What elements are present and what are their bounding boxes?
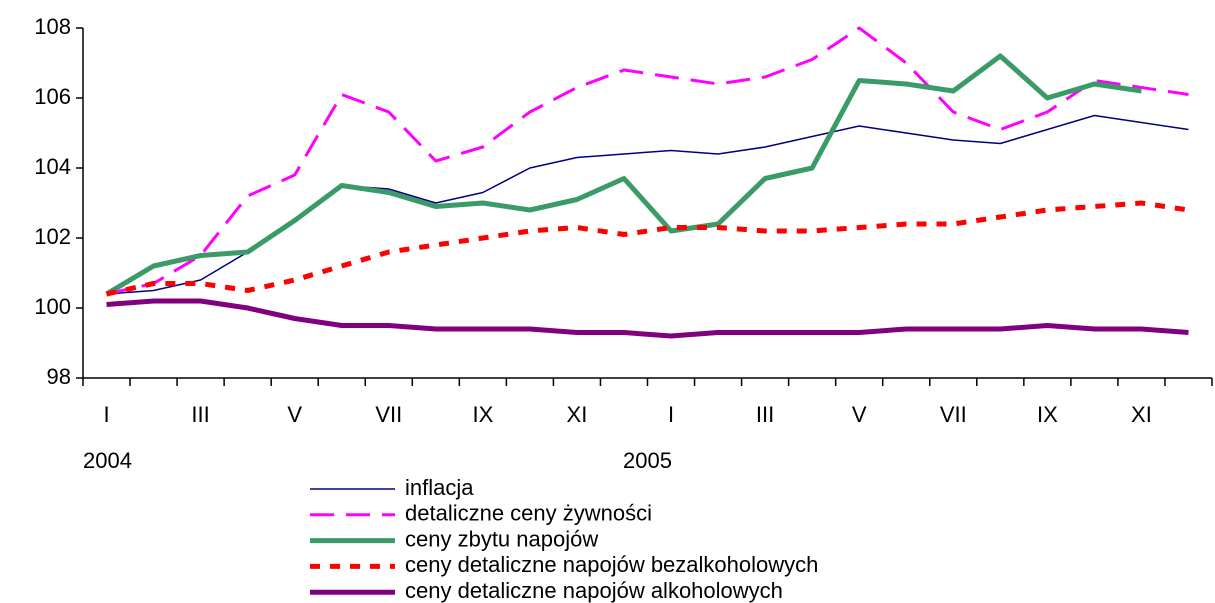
y-tick-label: 106 [34, 84, 71, 109]
series-line [106, 26, 1189, 296]
x-tick-label: III [191, 402, 209, 427]
x-tick-label: I [103, 402, 109, 427]
legend-label: detaliczne ceny żywności [405, 501, 652, 526]
x-tick-label: V [287, 402, 302, 427]
y-tick-label: 100 [34, 294, 71, 319]
series-line [105, 200, 1189, 297]
y-tick-label: 98 [47, 364, 71, 389]
legend-label: inflacja [405, 475, 474, 500]
x-tick-label: III [756, 402, 774, 427]
x-tick-label: I [668, 402, 674, 427]
year-label: 2005 [623, 448, 672, 473]
x-tick-label: V [852, 402, 867, 427]
y-tick-label: 108 [34, 14, 71, 39]
series-line [105, 53, 1142, 297]
x-tick-label: IX [1037, 402, 1058, 427]
year-label: 2004 [83, 448, 132, 473]
x-tick-label: IX [472, 402, 493, 427]
y-tick-label: 104 [34, 154, 71, 179]
x-tick-label: VII [940, 402, 967, 427]
legend-label: ceny zbytu napojów [405, 526, 598, 551]
series-line [106, 298, 1189, 339]
x-tick-label: XI [567, 402, 588, 427]
x-tick-label: VII [375, 402, 402, 427]
legend-label: ceny detaliczne napojów alkoholowych [405, 578, 783, 603]
legend-label: ceny detaliczne napojów bezalkoholowych [405, 552, 818, 577]
y-tick-label: 102 [34, 224, 71, 249]
x-tick-label: XI [1131, 402, 1152, 427]
